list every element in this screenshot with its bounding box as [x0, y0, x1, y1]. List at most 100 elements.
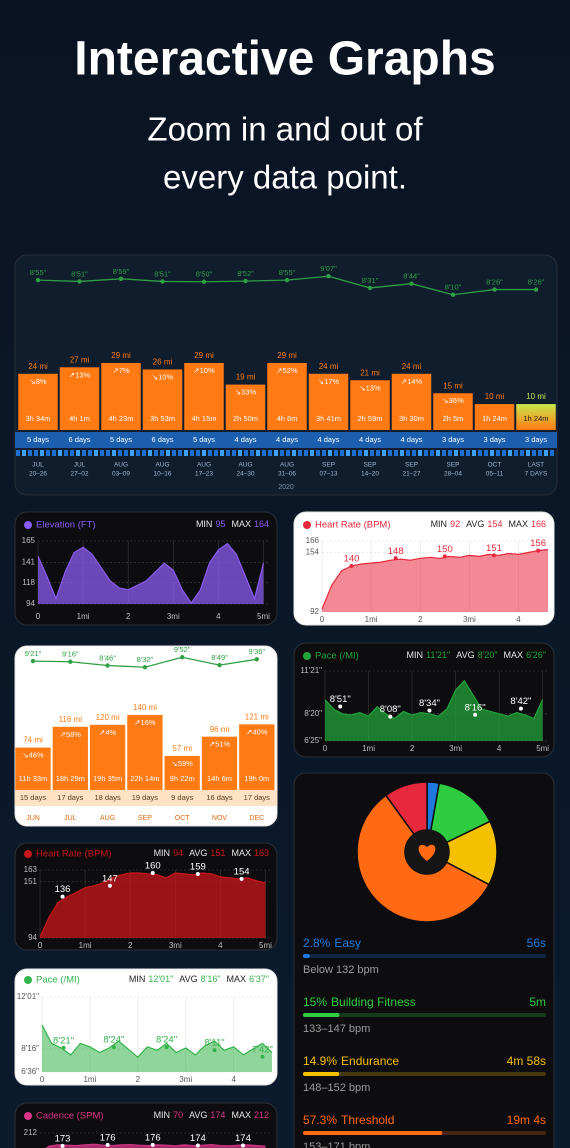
zone-name: Building Fitness: [331, 995, 416, 1009]
category-label: 17–23: [195, 471, 213, 478]
strip: [256, 450, 260, 456]
zone-label: 15% Building Fitness: [303, 995, 416, 1009]
strip: [268, 450, 272, 456]
pace-point: [450, 292, 456, 297]
chart: Heart Rate (BPM) MIN 92 AVG 154 MAX 1661661549…: [303, 519, 549, 624]
strip: [208, 450, 212, 456]
bar: [308, 373, 349, 430]
pace-point: [533, 287, 539, 292]
bar: [201, 736, 238, 790]
strip: [166, 450, 170, 456]
annotation-point: [349, 563, 354, 568]
strip: [130, 450, 134, 456]
stats: MIN 70 AVG 174 MAX 212: [154, 1110, 269, 1120]
strip: [64, 450, 68, 456]
bar: [474, 404, 515, 430]
strip: [292, 450, 296, 456]
strip: [346, 450, 350, 456]
change-label: ↘59%: [172, 759, 194, 768]
strip: [310, 450, 314, 456]
pace-label: 9'52": [174, 645, 191, 654]
x-tick-label: 4: [516, 615, 521, 624]
y-tick-label: 6'25": [304, 736, 322, 745]
strip: [82, 450, 86, 456]
y-tick-label: 8'20": [304, 709, 322, 718]
bar-value-label: 29 mi: [194, 351, 214, 360]
y-tick-label: 11'21": [300, 666, 322, 675]
strip: [160, 450, 164, 456]
days-band: [15, 432, 557, 448]
chart-title: Cadence (SPM): [36, 1111, 104, 1122]
days-label: 4 days: [317, 435, 339, 444]
pace-label: 8'26": [528, 278, 545, 287]
stat-label: MIN: [406, 650, 423, 660]
zone-name: Threshold: [341, 1113, 394, 1127]
x-tick-label: 3mi: [167, 612, 180, 621]
strip: [478, 450, 482, 456]
x-tick-label: 4: [218, 941, 223, 950]
bar-value-label: 121 mi: [245, 712, 269, 721]
bar-value-label: 10 mi: [485, 392, 505, 401]
annotation-label: 136: [55, 884, 71, 895]
zone-bar: [303, 1072, 340, 1076]
zone-percent: 15%: [303, 995, 327, 1009]
duration-label: 3h 30m: [399, 414, 424, 423]
x-tick-label: 1mi: [79, 941, 92, 950]
strip: [460, 450, 464, 456]
stat-value: 12'01": [148, 974, 173, 984]
days-label: 16 days: [206, 793, 233, 802]
stat-label: AVG: [466, 519, 484, 529]
pace-label: 9'21": [25, 649, 42, 658]
category-label: SEP: [405, 462, 418, 469]
stat-label: AVG: [189, 848, 207, 858]
strip: [352, 450, 356, 456]
stat-value: 92: [450, 519, 460, 529]
zone-name: Endurance: [341, 1054, 399, 1068]
change-label: ↗40%: [246, 727, 268, 736]
line: [37, 542, 265, 605]
strip: [514, 450, 518, 456]
pace-label: 8'44": [403, 272, 420, 281]
title-icon: [24, 976, 32, 984]
pace-point: [492, 287, 497, 292]
annotation-point: [195, 871, 200, 876]
duration-label: 2h 50m: [233, 414, 258, 423]
annotation-label: 160: [145, 860, 161, 871]
strip: [316, 450, 320, 456]
category-label: SEP: [363, 462, 376, 469]
subtitle: Zoom in and out of: [147, 111, 423, 148]
strip: [148, 450, 152, 456]
strip: [304, 450, 308, 456]
days-label: 17 days: [244, 793, 271, 802]
bar: [164, 755, 200, 790]
zone-bar: [303, 1013, 340, 1017]
stat-value: 174: [210, 1110, 225, 1120]
strip: [58, 450, 62, 456]
pace-point: [243, 278, 248, 284]
strip: [466, 450, 470, 456]
category-label: 24–30: [236, 471, 254, 478]
y-tick-label: 94: [26, 599, 35, 608]
category-label: 28–04: [444, 471, 462, 478]
strip: [364, 450, 368, 456]
chart-title: Heart Rate (BPM): [315, 520, 391, 531]
annotation-point: [518, 706, 523, 711]
stat-label: MIN: [154, 1110, 171, 1120]
category-label: AUG: [238, 462, 252, 469]
category-label: JUN: [26, 815, 40, 822]
pace-point: [142, 665, 148, 670]
x-tick-label: 2: [128, 941, 133, 950]
zone-percent: 2.8%: [303, 936, 331, 950]
annotation-point: [338, 704, 343, 709]
duration-label: 22h 14m: [130, 774, 159, 783]
duration-label: 2h 5m: [443, 414, 464, 423]
bar: [433, 393, 473, 430]
stat-label: AVG: [189, 1110, 207, 1120]
annotation-label: 8'51": [330, 694, 351, 705]
annotation-label: 8'42": [510, 696, 531, 707]
y-tick-label: 94: [28, 933, 37, 942]
duration-label: 19h 35m: [93, 774, 122, 783]
zone-label: 14.9% Endurance: [303, 1054, 399, 1068]
x-tick-label: 1mi: [365, 615, 378, 624]
days-label: 4 days: [276, 435, 298, 444]
